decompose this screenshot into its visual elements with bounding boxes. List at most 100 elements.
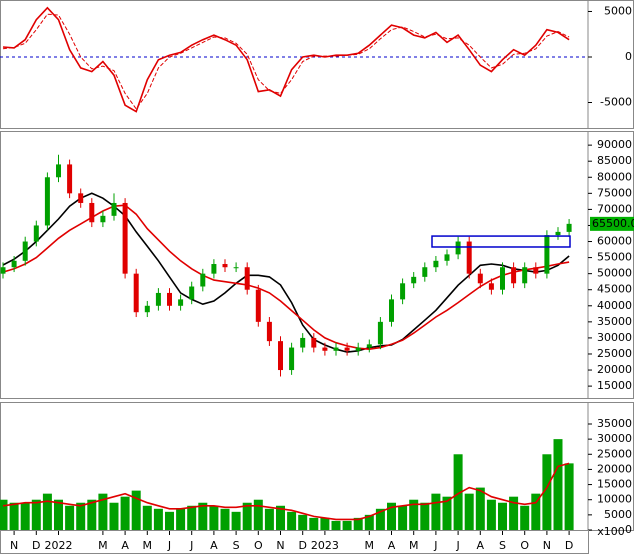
candle-body bbox=[311, 337, 317, 348]
volume-bar bbox=[76, 502, 86, 530]
candle-body bbox=[222, 264, 228, 268]
candle-body bbox=[488, 283, 494, 290]
candle-body bbox=[377, 321, 383, 345]
y-tick-label: 15000 bbox=[597, 379, 632, 392]
panel-frame bbox=[0, 0, 634, 129]
candle-body bbox=[455, 241, 461, 255]
candle-body bbox=[555, 231, 561, 236]
candle-body bbox=[100, 215, 106, 223]
resistance-zone bbox=[431, 235, 571, 248]
candle-body bbox=[300, 337, 306, 348]
x-tick-label: N bbox=[276, 539, 284, 552]
candle-body bbox=[11, 260, 17, 268]
candle-body bbox=[511, 267, 517, 284]
y-tick-label: 20000 bbox=[597, 462, 632, 475]
volume-bar bbox=[387, 502, 396, 530]
series-line bbox=[2, 13, 570, 110]
x-tick-label: M bbox=[409, 539, 419, 552]
y-tick-label: 25000 bbox=[597, 347, 632, 360]
candle-body bbox=[400, 283, 406, 300]
volume-bar bbox=[498, 502, 507, 530]
volume-bar bbox=[176, 508, 186, 530]
candle-body bbox=[355, 347, 361, 351]
candle-body bbox=[33, 225, 39, 242]
candle-body bbox=[244, 267, 250, 290]
volume-bar bbox=[409, 499, 419, 530]
x-tick-label: D bbox=[565, 539, 573, 552]
volume-bar bbox=[276, 505, 285, 530]
y-tick-label: 35000 bbox=[597, 315, 632, 328]
x-tick-label: N bbox=[10, 539, 18, 552]
x-tick-label: O bbox=[254, 539, 263, 552]
candle-body bbox=[289, 347, 295, 371]
volume-bar bbox=[109, 502, 119, 530]
y-tick-label: 50000 bbox=[597, 267, 632, 280]
volume-bar bbox=[209, 505, 219, 530]
volume-bar bbox=[342, 520, 352, 530]
volume-bar bbox=[475, 487, 485, 530]
volume-bar bbox=[364, 514, 374, 530]
volume-bar bbox=[331, 520, 341, 530]
candle-body bbox=[56, 164, 61, 178]
candle-body bbox=[0, 267, 6, 274]
series-line bbox=[2, 204, 570, 351]
candle-body bbox=[366, 344, 372, 348]
volume-bar bbox=[187, 505, 197, 530]
candle-body bbox=[389, 299, 394, 322]
y-tick-label: 80000 bbox=[597, 170, 632, 183]
volume-bar bbox=[231, 511, 241, 530]
x-tick-label: J bbox=[433, 539, 437, 552]
volume-bar bbox=[87, 499, 97, 530]
candle-body bbox=[466, 241, 472, 274]
x-tick-label: D bbox=[32, 539, 40, 552]
candle-body bbox=[533, 267, 539, 274]
volume-bar bbox=[65, 505, 75, 530]
volume-bar bbox=[220, 508, 230, 530]
candle-body bbox=[344, 347, 350, 351]
volume-bar bbox=[531, 493, 541, 530]
candle-body bbox=[544, 235, 550, 274]
series-line bbox=[2, 6, 570, 113]
volume-bar bbox=[42, 493, 52, 530]
candle-body bbox=[522, 267, 528, 284]
candle-body bbox=[477, 273, 483, 284]
series-line bbox=[2, 192, 570, 353]
x-tick-label: J bbox=[455, 539, 459, 552]
x-tick-label: M bbox=[365, 539, 375, 552]
volume-bar bbox=[553, 439, 563, 530]
y-tick-label: 85000 bbox=[597, 154, 632, 167]
volume-bar bbox=[509, 496, 519, 530]
candle-body bbox=[189, 286, 195, 300]
volume-bar bbox=[309, 517, 319, 530]
candle-body bbox=[233, 267, 239, 269]
y-tick-label: 25000 bbox=[597, 447, 632, 460]
x-tick-label: M bbox=[98, 539, 108, 552]
volume-bar bbox=[287, 511, 297, 530]
volume-bar bbox=[464, 493, 474, 530]
x-tick-label: J bbox=[189, 539, 193, 552]
candle-body bbox=[266, 321, 272, 342]
candle-body bbox=[178, 299, 184, 306]
volume-bar bbox=[0, 499, 8, 530]
candle-body bbox=[200, 273, 206, 287]
panel-frame bbox=[0, 131, 634, 399]
y-tick-label: 70000 bbox=[597, 202, 632, 215]
x-tick-label: N bbox=[543, 539, 551, 552]
candle-body bbox=[566, 223, 572, 232]
candle-body bbox=[22, 241, 28, 261]
candle-body bbox=[78, 193, 84, 203]
y-tick-label: 35000 bbox=[597, 417, 632, 430]
volume-bar bbox=[431, 493, 441, 530]
volume-bar bbox=[165, 511, 174, 530]
candle-body bbox=[278, 341, 283, 371]
volume-bar bbox=[120, 496, 130, 530]
candle-body bbox=[322, 347, 328, 351]
y-tick-label: -5000 bbox=[600, 96, 632, 109]
x-tick-label: 2022 bbox=[45, 539, 73, 552]
plot-area bbox=[0, 6, 588, 113]
y-tick-label: 60000 bbox=[597, 235, 632, 248]
y-tick-label: 40000 bbox=[597, 299, 632, 312]
volume-bar bbox=[264, 508, 274, 530]
x-tick-label: A bbox=[121, 539, 129, 552]
